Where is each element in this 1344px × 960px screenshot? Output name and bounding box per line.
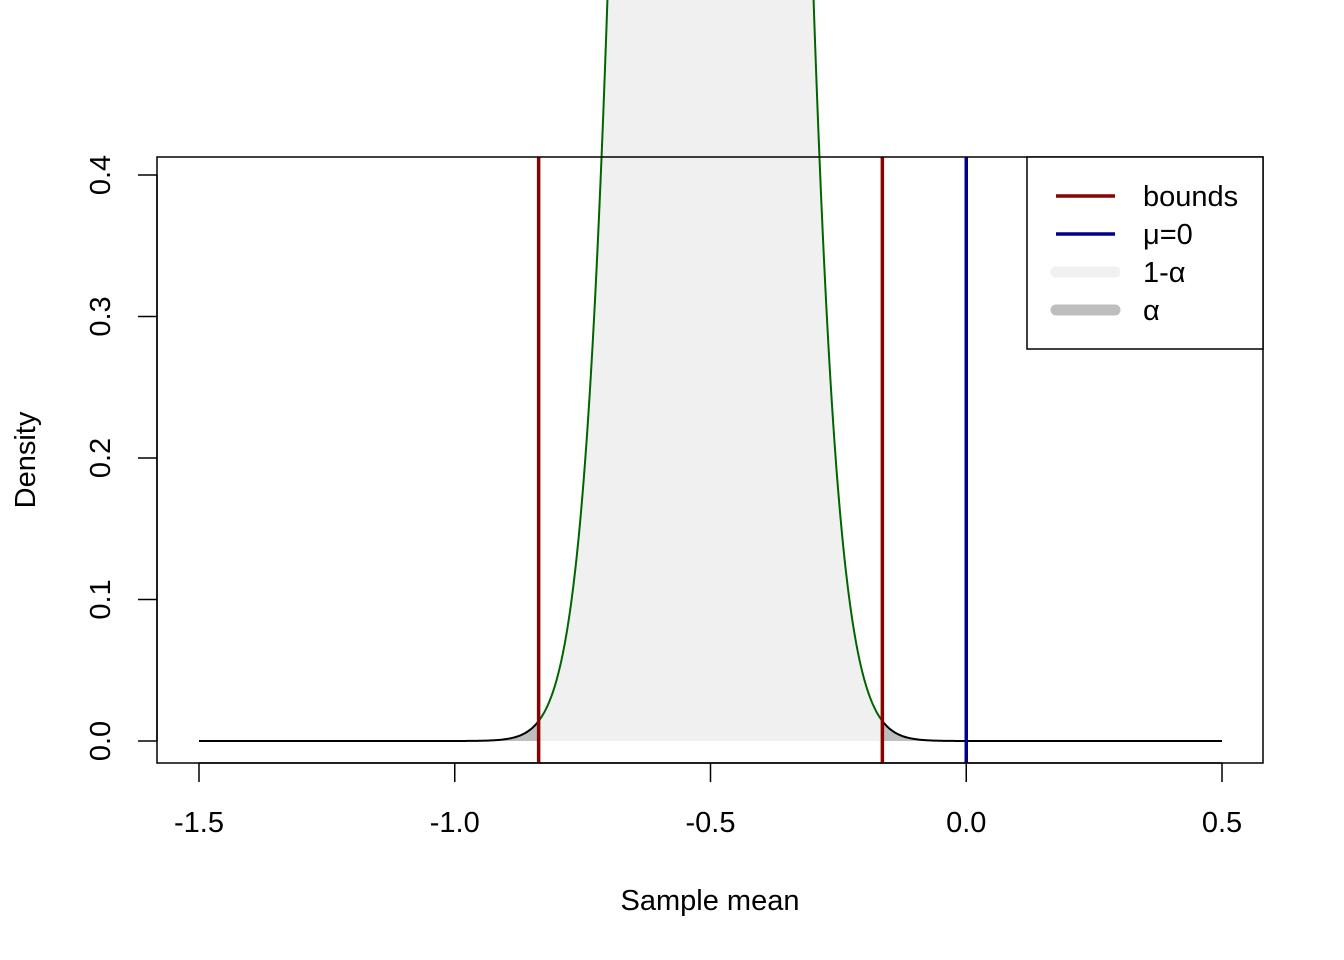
legend-label-bounds: bounds — [1143, 181, 1238, 213]
y-tick-label: 0.2 — [85, 438, 117, 478]
y-tick-label: 0.1 — [85, 579, 117, 619]
legend-label-alpha: α — [1143, 295, 1160, 327]
x-axis-title: Sample mean — [621, 885, 800, 917]
y-axis-title: Density — [10, 411, 42, 508]
reference-lines — [536, 157, 968, 763]
x-tick-label: -0.5 — [686, 807, 736, 839]
alpha-right-tail-fill — [882, 721, 1222, 741]
density-curve-center — [537, 0, 884, 722]
x-tick-label: 0.0 — [946, 807, 986, 839]
y-tick-label: 0.3 — [85, 296, 117, 336]
density-curve-right-tail — [881, 720, 1222, 742]
y-tick-label: 0.0 — [85, 721, 117, 761]
x-tick-label: -1.0 — [430, 807, 480, 839]
density-curve-left-tail — [199, 720, 540, 742]
alpha-left-tail-fill — [199, 721, 539, 741]
x-axis: -1.5 -1.0 -0.5 0.0 0.5 — [174, 762, 1242, 839]
x-tick-label: 0.5 — [1202, 807, 1242, 839]
x-tick-label: -1.5 — [174, 807, 224, 839]
shaded-regions — [199, 0, 1222, 741]
legend-label-mu: μ=0 — [1143, 219, 1193, 251]
y-tick-label: 0.4 — [85, 155, 117, 195]
legend: bounds μ=0 1-α α — [1026, 156, 1264, 350]
y-axis: 0.0 0.1 0.2 0.3 0.4 — [85, 155, 158, 761]
density-curves — [199, 0, 1222, 742]
legend-label-conf: 1-α — [1143, 257, 1186, 289]
legend-box — [1026, 156, 1264, 350]
confidence-region-fill — [538, 0, 883, 741]
